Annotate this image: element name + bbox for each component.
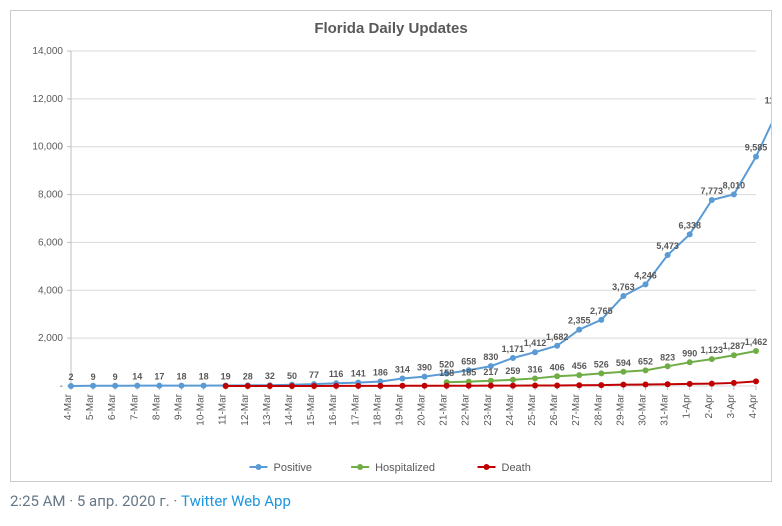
svg-text:8,000: 8,000 (38, 190, 63, 201)
svg-text:14-Mar: 14-Mar (284, 393, 295, 425)
svg-text:8-Mar: 8-Mar (151, 393, 162, 420)
svg-text:Hospitalized: Hospitalized (375, 462, 435, 474)
svg-text:2: 2 (68, 372, 73, 382)
svg-text:316: 316 (528, 364, 543, 374)
svg-text:19: 19 (221, 372, 231, 382)
svg-text:406: 406 (550, 362, 565, 372)
line-chart: Florida Daily Updates - 2,000 4,000 6,000 8,0… (11, 11, 771, 481)
svg-text:990: 990 (682, 348, 697, 358)
svg-text:4-Mar: 4-Mar (63, 393, 74, 420)
svg-text:456: 456 (572, 361, 587, 371)
svg-text:77: 77 (309, 370, 319, 380)
svg-text:526: 526 (594, 359, 609, 369)
svg-text:21-Mar: 21-Mar (439, 393, 450, 425)
svg-text:14: 14 (132, 372, 142, 382)
svg-text:6,000: 6,000 (38, 237, 63, 248)
svg-text:Positive: Positive (274, 462, 313, 474)
svg-text:17-Mar: 17-Mar (350, 393, 361, 425)
svg-text:830: 830 (483, 352, 498, 362)
svg-text:28-Mar: 28-Mar (593, 393, 604, 425)
svg-text:15-Mar: 15-Mar (306, 393, 317, 425)
svg-text:314: 314 (395, 364, 410, 374)
svg-text:Death: Death (502, 462, 531, 474)
svg-text:27-Mar: 27-Mar (571, 393, 582, 425)
svg-text:141: 141 (351, 369, 366, 379)
svg-text:158: 158 (439, 368, 454, 378)
svg-text:9: 9 (91, 372, 96, 382)
svg-text:116: 116 (329, 369, 344, 379)
svg-text:10,000: 10,000 (32, 142, 63, 153)
svg-text:8,010: 8,010 (723, 180, 746, 190)
svg-text:25-Mar: 25-Mar (527, 393, 538, 425)
svg-text:16-Mar: 16-Mar (328, 393, 339, 425)
svg-text:2-Apr: 2-Apr (704, 393, 715, 418)
svg-text:1,123: 1,123 (701, 345, 724, 355)
svg-text:3-Apr: 3-Apr (726, 393, 737, 418)
tweet-time: 2:25 AM (10, 492, 66, 510)
svg-text:18-Mar: 18-Mar (372, 393, 383, 425)
svg-text:23-Mar: 23-Mar (483, 393, 494, 425)
svg-text:31-Mar: 31-Mar (660, 393, 671, 425)
svg-text:11-Mar: 11-Mar (218, 393, 229, 425)
svg-text:2,765: 2,765 (590, 306, 613, 316)
svg-text:29-Mar: 29-Mar (615, 393, 626, 425)
svg-text:4,000: 4,000 (38, 285, 63, 296)
svg-text:5-Mar: 5-Mar (85, 393, 96, 420)
svg-text:594: 594 (616, 358, 631, 368)
svg-text:22-Mar: 22-Mar (461, 393, 472, 425)
svg-text:823: 823 (660, 352, 675, 362)
svg-text:-: - (60, 381, 63, 392)
svg-text:658: 658 (461, 356, 476, 366)
svg-text:7-Mar: 7-Mar (129, 393, 140, 420)
svg-text:20-Mar: 20-Mar (417, 393, 428, 425)
svg-text:2,355: 2,355 (568, 316, 591, 326)
svg-text:10-Mar: 10-Mar (196, 393, 207, 425)
svg-text:12-Mar: 12-Mar (240, 393, 251, 425)
svg-text:1,462: 1,462 (745, 337, 768, 347)
svg-text:14,000: 14,000 (32, 46, 63, 57)
svg-text:4,246: 4,246 (634, 270, 657, 280)
svg-text:1,287: 1,287 (723, 341, 746, 351)
svg-text:1-Apr: 1-Apr (682, 393, 693, 418)
svg-text:9,585: 9,585 (745, 143, 768, 153)
svg-text:7,773: 7,773 (701, 186, 724, 196)
svg-text:217: 217 (483, 367, 498, 377)
svg-text:2,000: 2,000 (38, 333, 63, 344)
tweet-metadata: 2:25 AM · 5 апр. 2020 г. · Twitter Web A… (10, 492, 772, 510)
svg-text:30-Mar: 30-Mar (638, 393, 649, 425)
svg-text:1,171: 1,171 (502, 344, 525, 354)
svg-text:50: 50 (287, 371, 297, 381)
svg-text:652: 652 (638, 356, 653, 366)
svg-text:Florida Daily Updates: Florida Daily Updates (314, 20, 467, 37)
svg-text:1,412: 1,412 (524, 338, 547, 348)
svg-text:6,338: 6,338 (678, 220, 701, 230)
svg-text:24-Mar: 24-Mar (505, 393, 516, 425)
svg-text:32: 32 (265, 371, 275, 381)
svg-text:186: 186 (373, 368, 388, 378)
tweet-date: 5 апр. 2020 г. (77, 492, 170, 510)
svg-text:19-Mar: 19-Mar (394, 393, 405, 425)
chart-container: Florida Daily Updates - 2,000 4,000 6,000 8,0… (10, 10, 772, 482)
svg-text:13-Mar: 13-Mar (262, 393, 273, 425)
svg-text:1,682: 1,682 (546, 332, 569, 342)
svg-text:28: 28 (243, 371, 253, 381)
svg-text:11,545: 11,545 (765, 96, 771, 106)
svg-text:185: 185 (461, 368, 476, 378)
svg-text:18: 18 (199, 372, 209, 382)
svg-text:259: 259 (505, 366, 520, 376)
svg-text:3,763: 3,763 (612, 282, 635, 292)
svg-text:5,473: 5,473 (656, 241, 679, 251)
svg-text:390: 390 (417, 363, 432, 373)
svg-text:9: 9 (113, 372, 118, 382)
svg-text:17: 17 (154, 372, 164, 382)
tweet-source-link[interactable]: Twitter Web App (181, 492, 291, 510)
svg-text:4-Apr: 4-Apr (748, 393, 759, 418)
svg-text:18: 18 (176, 372, 186, 382)
svg-text:6-Mar: 6-Mar (107, 393, 118, 420)
svg-text:9-Mar: 9-Mar (173, 393, 184, 420)
svg-text:12,000: 12,000 (32, 94, 63, 105)
svg-text:26-Mar: 26-Mar (549, 393, 560, 425)
